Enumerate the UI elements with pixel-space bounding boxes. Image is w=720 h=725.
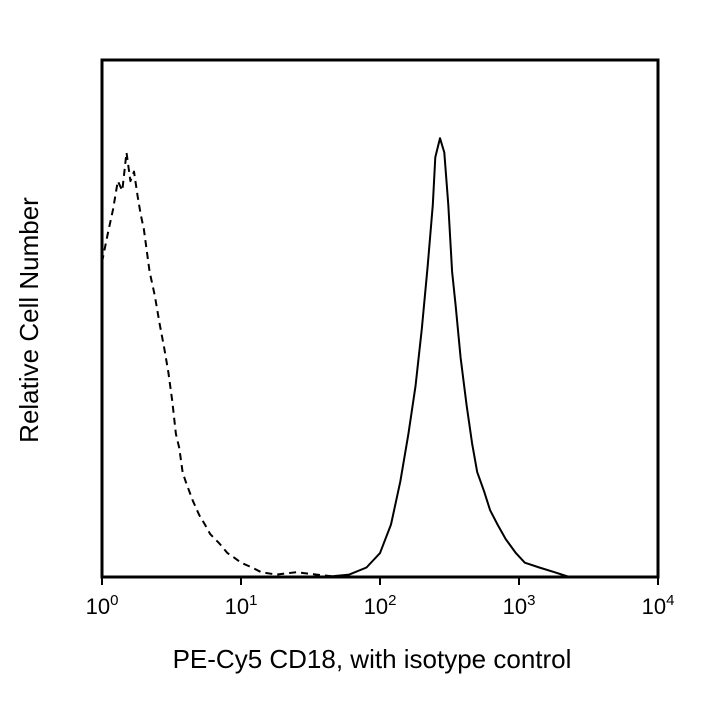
y-axis-label: Relative Cell Number: [14, 197, 44, 443]
x-axis-label: PE-Cy5 CD18, with isotype control: [173, 644, 572, 674]
plot-frame: [100, 58, 660, 579]
x-tick-label: 102: [364, 592, 397, 619]
x-tick-label: 103: [503, 592, 536, 619]
x-ticks: 100 101 102 103 104: [86, 577, 675, 619]
series-layer: [101, 137, 570, 578]
x-tick-label: 101: [225, 592, 258, 619]
cd18-stain-curve: [324, 137, 570, 578]
x-tick-label: 104: [642, 592, 675, 619]
x-tick-label: 100: [86, 592, 119, 619]
isotype-control-curve: [101, 151, 339, 578]
